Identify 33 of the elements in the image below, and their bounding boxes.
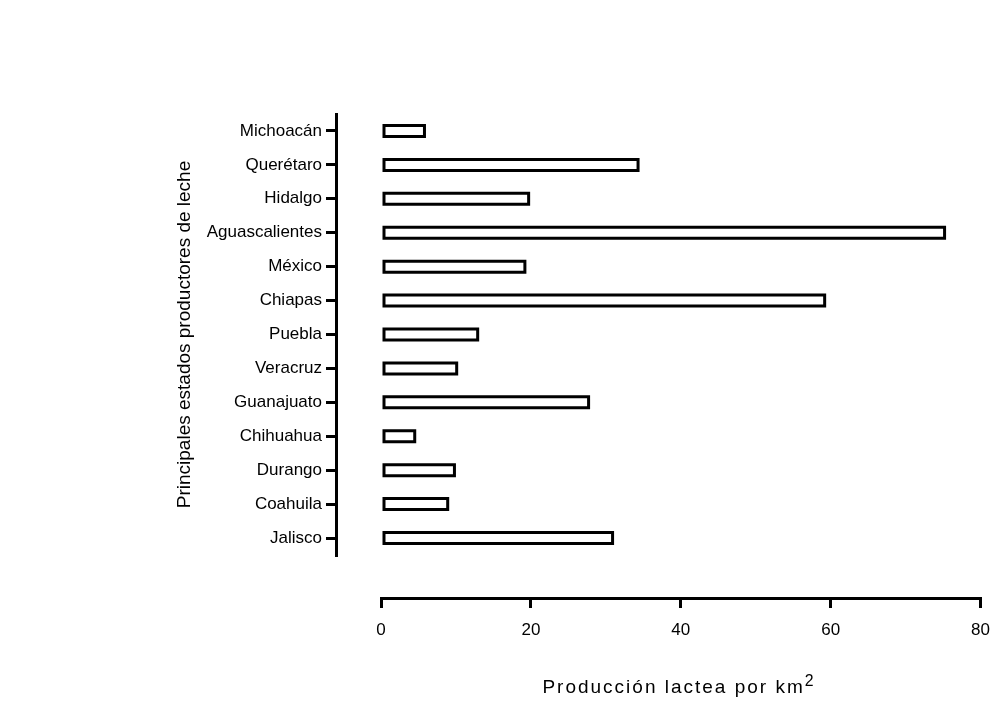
y-tick-label: Chihuahua <box>239 425 323 445</box>
bar <box>382 327 480 342</box>
bar <box>382 531 615 546</box>
bar <box>382 293 827 308</box>
bar <box>382 497 450 512</box>
y-tick-label: México <box>268 256 322 276</box>
bar <box>382 259 527 274</box>
y-tick-label: Aguascalientes <box>206 222 322 242</box>
y-tick-label: Coahuila <box>254 493 323 513</box>
y-axis-title: Principales estados productores de leche <box>172 160 194 509</box>
x-tick-label: 20 <box>521 619 541 639</box>
bar <box>382 395 591 410</box>
bar <box>382 361 459 376</box>
y-tick-label: Michoacán <box>239 120 322 140</box>
bar <box>382 429 417 444</box>
x-tick-label: 80 <box>971 619 991 639</box>
x-tick-label: 60 <box>821 619 841 639</box>
y-tick-label: Querétaro <box>245 154 322 174</box>
x-tick-label: 0 <box>376 619 386 639</box>
x-axis-title: Producción lactea por km$^{2}$ <box>541 672 817 699</box>
y-tick-label: Hidalgo <box>264 188 322 208</box>
y-tick-label: Veracruz <box>254 358 322 378</box>
y-tick-label: Chiapas <box>259 290 322 310</box>
y-tick-label: Puebla <box>269 324 323 344</box>
y-tick-label: Durango <box>256 459 322 479</box>
bar <box>382 225 947 240</box>
y-tick-label: Jalisco <box>270 527 322 547</box>
y-tick-label: Guanajuato <box>234 392 322 412</box>
bar <box>382 191 531 206</box>
x-tick-label: 40 <box>671 619 691 639</box>
bar <box>382 123 426 138</box>
bar <box>382 157 640 172</box>
bar <box>382 463 456 478</box>
